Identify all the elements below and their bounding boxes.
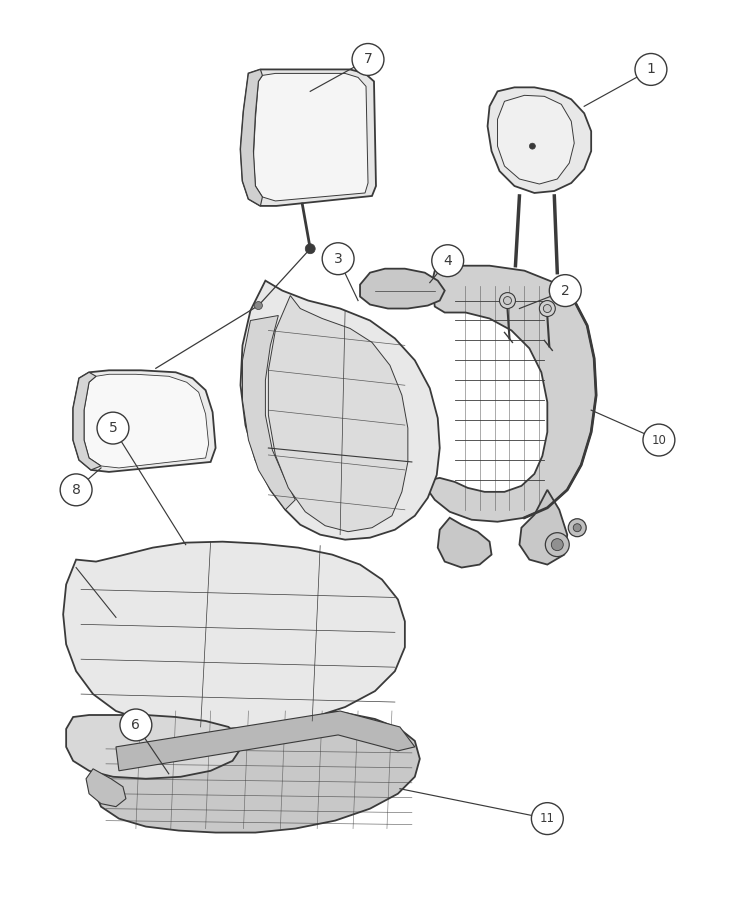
Circle shape xyxy=(499,292,516,309)
Circle shape xyxy=(305,244,315,254)
Polygon shape xyxy=(497,95,574,184)
Circle shape xyxy=(568,518,586,536)
Polygon shape xyxy=(116,711,415,770)
Polygon shape xyxy=(428,266,597,522)
Text: 4: 4 xyxy=(443,254,452,267)
Circle shape xyxy=(549,274,581,307)
Polygon shape xyxy=(66,715,241,778)
Polygon shape xyxy=(438,518,491,568)
Polygon shape xyxy=(241,281,439,540)
Polygon shape xyxy=(488,87,591,193)
Circle shape xyxy=(432,245,464,276)
Polygon shape xyxy=(73,370,216,472)
Circle shape xyxy=(643,424,675,456)
Polygon shape xyxy=(241,69,376,206)
Text: 3: 3 xyxy=(333,252,342,266)
Polygon shape xyxy=(519,490,568,564)
Circle shape xyxy=(539,301,555,317)
Polygon shape xyxy=(268,295,408,532)
Circle shape xyxy=(352,43,384,76)
Polygon shape xyxy=(242,316,295,509)
Polygon shape xyxy=(86,769,126,806)
Circle shape xyxy=(529,143,536,149)
Text: 2: 2 xyxy=(561,284,570,298)
Circle shape xyxy=(543,304,551,312)
Text: 8: 8 xyxy=(72,483,81,497)
Circle shape xyxy=(120,709,152,741)
Circle shape xyxy=(503,297,511,304)
Circle shape xyxy=(254,302,262,310)
Polygon shape xyxy=(73,373,101,470)
Circle shape xyxy=(635,53,667,86)
Circle shape xyxy=(531,803,563,834)
Text: 7: 7 xyxy=(364,52,373,67)
Text: 11: 11 xyxy=(540,812,555,825)
Circle shape xyxy=(574,524,581,532)
Polygon shape xyxy=(63,542,405,729)
Circle shape xyxy=(551,539,563,551)
Circle shape xyxy=(60,474,92,506)
Polygon shape xyxy=(360,269,445,309)
Polygon shape xyxy=(93,707,420,832)
Circle shape xyxy=(97,412,129,444)
Polygon shape xyxy=(253,74,368,201)
Circle shape xyxy=(322,243,354,274)
Text: 10: 10 xyxy=(651,434,666,446)
Polygon shape xyxy=(241,69,262,206)
Text: 1: 1 xyxy=(646,62,655,77)
Circle shape xyxy=(545,533,569,556)
Polygon shape xyxy=(84,374,209,468)
Text: 5: 5 xyxy=(109,421,117,435)
Text: 6: 6 xyxy=(131,718,140,732)
